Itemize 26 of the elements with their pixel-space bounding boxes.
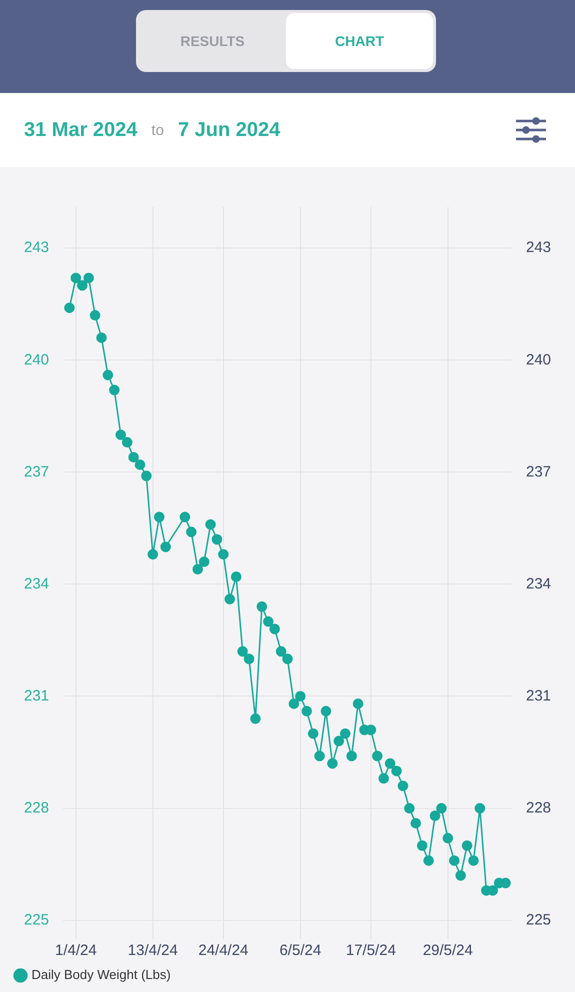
x-tick-label: 29/5/24 [422,942,473,960]
y-tick-label: 243 [24,239,50,256]
y-tick-label: 231 [24,687,50,704]
text: CHART [286,13,433,69]
y-tick-label: 237 [24,463,50,480]
x-tick-label: 6/5/24 [279,942,322,960]
y2-tick-label: 225 [526,911,552,928]
y2-tick-label: 231 [526,687,552,704]
y2-tick-label: 243 [526,239,552,256]
x-tick-label: 13/4/24 [128,942,178,960]
y2-tick-label: 234 [526,575,552,592]
y2-tick-label: 237 [526,463,552,480]
text: RESULTS [179,32,246,51]
y-tick-label: 234 [24,575,50,592]
y2-tick-label: 240 [526,351,552,368]
y-tick-label: 225 [24,911,50,928]
x-tick-label: 24/4/24 [198,942,248,960]
y2-tick-label: 228 [526,799,552,816]
text: 31 Mar 2024 [24,118,138,142]
text: to [151,122,164,138]
y-tick-label: 240 [24,351,50,368]
text: 7 Jun 2024 [178,118,280,142]
x-tick-label: 17/5/24 [346,942,396,960]
legend-label: Daily Body Weight (Lbs) [32,967,171,982]
y-tick-label: 228 [24,799,50,816]
x-tick-label: 1/4/24 [54,942,97,960]
